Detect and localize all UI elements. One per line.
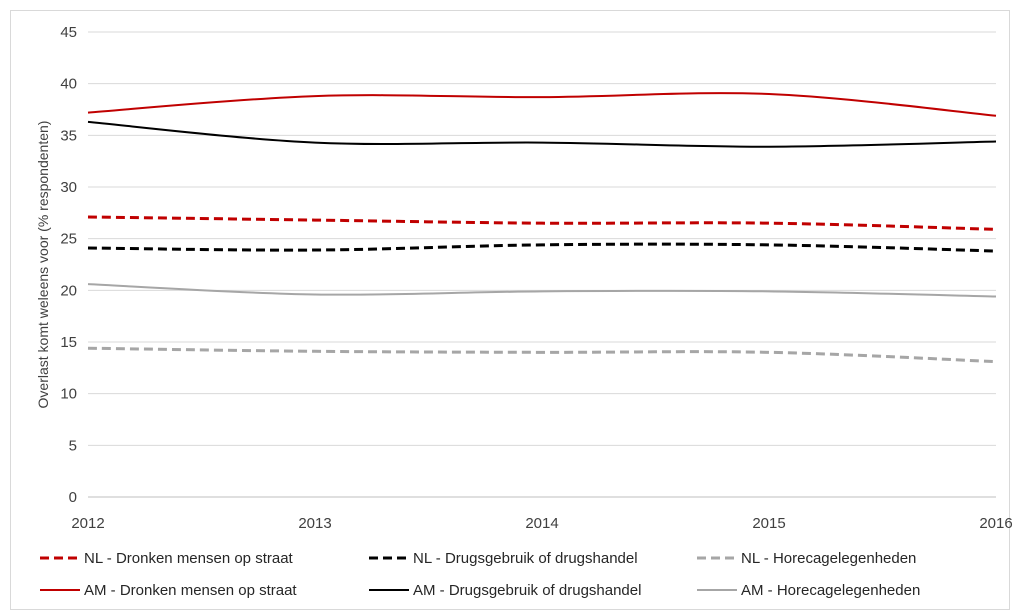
- y-tick-label: 30: [60, 179, 77, 196]
- y-tick-label: 25: [60, 231, 77, 248]
- legend-label: AM - Drugsgebruik of drugshandel: [413, 582, 641, 599]
- gridlines: [88, 31, 996, 498]
- y-tick-label: 40: [60, 76, 77, 93]
- legend-label: NL - Dronken mensen op straat: [84, 550, 294, 567]
- y-tick-labels: 0 5 10 15 20 25 30 35 40 45: [60, 24, 77, 506]
- x-tick-label: 2015: [752, 515, 785, 532]
- legend-label: AM - Horecagelegenheden: [741, 582, 920, 599]
- y-tick-label: 20: [60, 282, 77, 299]
- x-tick-label: 2013: [298, 515, 331, 532]
- series-line-3: [87, 346, 997, 364]
- series-line-1: [87, 215, 997, 231]
- y-tick-label: 45: [60, 24, 77, 41]
- y-axis-title: Overlast komt weleens voor (% respondent…: [35, 121, 51, 409]
- x-tick-labels: 2012 2013 2014 2015 2016: [71, 515, 1012, 532]
- x-tick-label: 2012: [71, 515, 104, 532]
- y-tick-label: 35: [60, 127, 77, 144]
- series-line-4: [87, 92, 997, 117]
- legend-label: NL - Horecagelegenheden: [741, 550, 916, 567]
- y-tick-label: 5: [69, 437, 77, 454]
- legend: NL - Dronken mensen op straat NL - Drugsg…: [40, 550, 920, 599]
- series-line-2: [87, 242, 997, 253]
- legend-label: AM - Dronken mensen op straat: [84, 582, 297, 599]
- legend-label: NL - Drugsgebruik of drugshandel: [413, 550, 638, 567]
- y-tick-label: 10: [60, 386, 77, 403]
- series-line-5: [87, 120, 997, 148]
- x-tick-label: 2014: [525, 515, 558, 532]
- series-lines: [87, 92, 997, 364]
- series-line-6: [87, 283, 997, 298]
- y-tick-label: 0: [69, 489, 77, 506]
- chart-border: [10, 10, 1010, 610]
- y-tick-label: 15: [60, 334, 77, 351]
- x-tick-label: 2016: [979, 515, 1012, 532]
